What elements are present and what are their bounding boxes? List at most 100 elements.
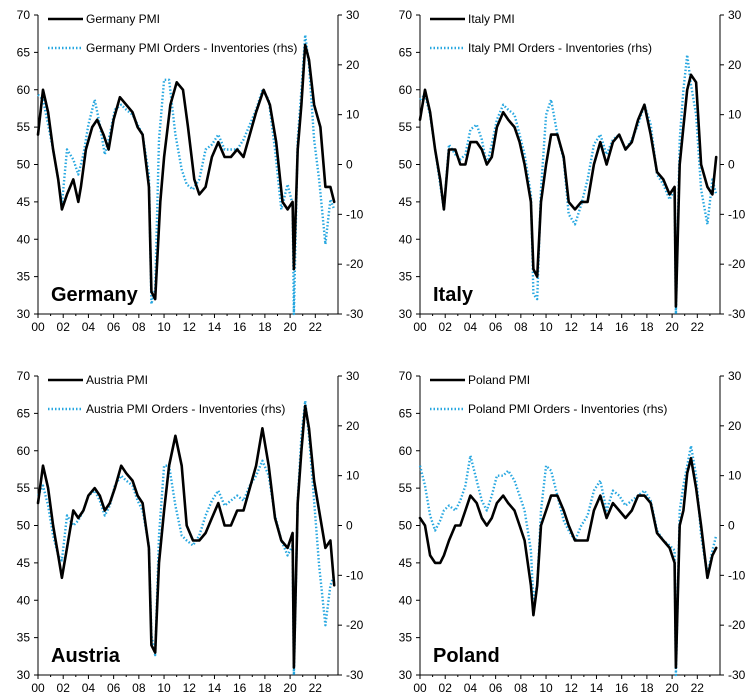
- x-tick-label: 22: [691, 320, 705, 334]
- right-tick-label: 10: [346, 108, 360, 122]
- x-tick-label: 04: [464, 681, 478, 695]
- right-tick-label: 20: [728, 58, 742, 72]
- left-tick-label: 65: [17, 45, 31, 59]
- left-tick-label: 70: [399, 8, 413, 22]
- x-tick-label: 08: [132, 320, 146, 334]
- left-tick-label: 65: [17, 406, 31, 420]
- x-tick-label: 00: [413, 681, 427, 695]
- right-tick-label: 10: [346, 469, 360, 483]
- right-tick-label: 20: [346, 58, 360, 72]
- x-tick-label: 16: [233, 681, 247, 695]
- right-tick-label: 30: [728, 369, 742, 383]
- x-tick-label: 20: [283, 320, 297, 334]
- x-tick-label: 10: [157, 681, 171, 695]
- germany-orders-inventories-line: [37, 33, 336, 316]
- right-tick-label: -10: [728, 207, 746, 221]
- x-tick-label: 16: [233, 320, 247, 334]
- left-tick-label: 70: [17, 369, 31, 383]
- chart-title: Germany: [51, 284, 139, 306]
- right-tick-label: 10: [728, 108, 742, 122]
- left-tick-label: 70: [17, 8, 31, 22]
- left-tick-label: 50: [399, 158, 413, 172]
- right-tick-label: -30: [346, 668, 364, 682]
- x-tick-label: 04: [464, 320, 478, 334]
- left-tick-label: 45: [17, 556, 31, 570]
- x-tick-label: 02: [439, 320, 453, 334]
- x-tick-label: 18: [258, 681, 272, 695]
- poland-orders-inventories-line: [418, 444, 718, 677]
- legend-label-orders-inventories: Italy PMI Orders - Inventories (rhs): [468, 41, 652, 55]
- left-tick-label: 35: [399, 270, 413, 284]
- left-tick-label: 35: [399, 631, 413, 645]
- left-tick-label: 65: [399, 45, 413, 59]
- x-tick-label: 14: [208, 320, 222, 334]
- right-tick-label: 0: [346, 519, 353, 533]
- chart-title: Italy: [433, 284, 474, 306]
- x-tick-label: 14: [208, 681, 222, 695]
- x-tick-label: 08: [514, 320, 528, 334]
- left-tick-label: 30: [399, 668, 413, 682]
- left-tick-label: 55: [399, 120, 413, 134]
- x-tick-label: 18: [258, 320, 272, 334]
- austria-pmi-line: [36, 404, 336, 669]
- left-tick-label: 40: [399, 232, 413, 246]
- x-tick-label: 02: [439, 681, 453, 695]
- x-tick-label: 14: [590, 681, 604, 695]
- right-tick-label: -30: [728, 307, 746, 321]
- left-tick-label: 55: [17, 481, 31, 495]
- x-tick-label: 00: [31, 320, 45, 334]
- x-tick-label: 06: [107, 681, 121, 695]
- right-tick-label: 0: [728, 519, 735, 533]
- chart-title: Austria: [51, 645, 121, 667]
- right-tick-label: -10: [346, 568, 364, 582]
- x-tick-label: 04: [82, 681, 96, 695]
- left-tick-label: 35: [17, 270, 31, 284]
- left-tick-label: 45: [17, 195, 31, 209]
- left-tick-label: 30: [17, 668, 31, 682]
- x-tick-label: 20: [665, 681, 679, 695]
- x-tick-label: 10: [539, 320, 553, 334]
- right-tick-label: 10: [728, 469, 742, 483]
- x-tick-label: 06: [489, 681, 503, 695]
- x-tick-label: 12: [183, 320, 197, 334]
- x-tick-label: 10: [157, 320, 171, 334]
- right-tick-label: -10: [728, 568, 746, 582]
- x-tick-label: 14: [590, 320, 604, 334]
- x-tick-label: 16: [615, 320, 629, 334]
- x-tick-label: 00: [31, 681, 45, 695]
- right-tick-label: 20: [346, 419, 360, 433]
- left-tick-label: 60: [399, 444, 413, 458]
- left-tick-label: 55: [17, 120, 31, 134]
- left-tick-label: 50: [17, 519, 31, 533]
- right-tick-label: -20: [346, 257, 364, 271]
- legend-label-pmi: Austria PMI: [86, 373, 148, 387]
- x-tick-label: 00: [413, 320, 427, 334]
- right-tick-label: 0: [728, 158, 735, 172]
- left-tick-label: 60: [399, 83, 413, 97]
- left-tick-label: 45: [399, 195, 413, 209]
- right-tick-label: -20: [346, 618, 364, 632]
- legend-label-pmi: Poland PMI: [468, 373, 530, 387]
- x-tick-label: 12: [565, 681, 579, 695]
- left-tick-label: 55: [399, 481, 413, 495]
- legend-label-pmi: Italy PMI: [468, 12, 515, 26]
- x-tick-label: 08: [514, 681, 528, 695]
- x-tick-label: 20: [283, 681, 297, 695]
- x-tick-label: 04: [82, 320, 96, 334]
- x-tick-label: 02: [57, 320, 71, 334]
- x-tick-label: 22: [309, 320, 323, 334]
- chart-title: Poland: [433, 645, 500, 667]
- x-tick-label: 08: [132, 681, 146, 695]
- x-tick-label: 20: [665, 320, 679, 334]
- x-tick-label: 18: [640, 681, 654, 695]
- x-tick-label: 12: [565, 320, 579, 334]
- left-tick-label: 50: [17, 158, 31, 172]
- x-tick-label: 06: [489, 320, 503, 334]
- left-tick-label: 50: [399, 519, 413, 533]
- left-tick-label: 70: [399, 369, 413, 383]
- x-tick-label: 16: [615, 681, 629, 695]
